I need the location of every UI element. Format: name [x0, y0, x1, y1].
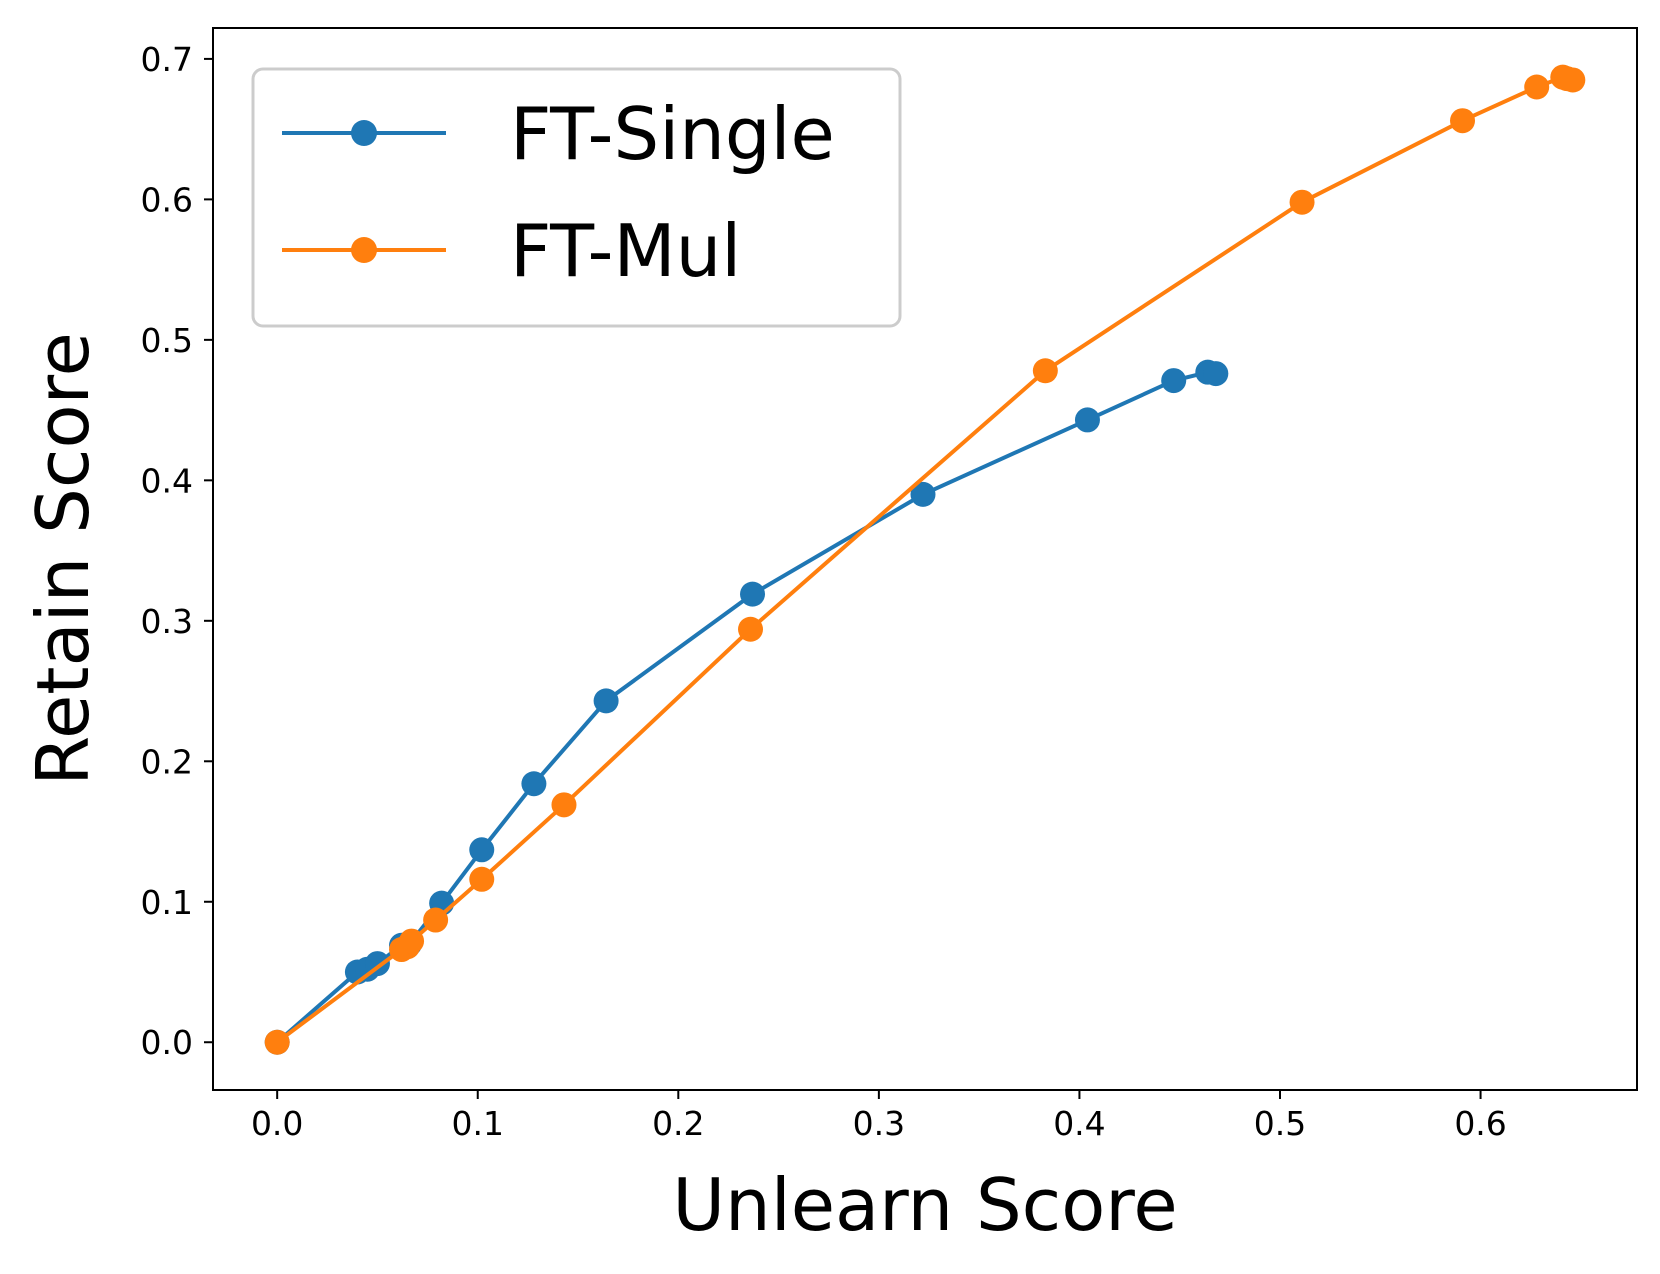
- data-point: [593, 688, 619, 714]
- x-tick-label: 0.0: [251, 1104, 303, 1143]
- data-point: [1560, 67, 1586, 93]
- x-tick-label: 0.2: [652, 1104, 704, 1143]
- x-tick-label: 0.1: [452, 1104, 504, 1143]
- y-axis-ticks: 0.0 0.1 0.2 0.3 0.4 0.5 0.6 0.7: [141, 40, 213, 1062]
- data-point: [423, 907, 449, 933]
- data-point: [1074, 407, 1100, 433]
- x-axis-ticks: 0.0 0.1 0.2 0.3 0.4 0.5 0.6: [251, 1090, 1507, 1143]
- series-ft-mul: [264, 64, 1586, 1055]
- data-point: [1161, 368, 1187, 394]
- legend-label: FT-Mul: [510, 209, 741, 293]
- data-point: [551, 792, 577, 818]
- data-point: [1289, 189, 1315, 215]
- legend-label: FT-Single: [510, 92, 835, 176]
- y-tick-label: 0.3: [141, 602, 193, 641]
- data-point: [1450, 108, 1476, 134]
- x-tick-label: 0.4: [1053, 1104, 1105, 1143]
- x-axis-label: Unlearn Score: [672, 1163, 1177, 1247]
- x-tick-label: 0.3: [853, 1104, 905, 1143]
- y-tick-label: 0.0: [141, 1023, 193, 1062]
- legend-item: FT-Single: [282, 92, 835, 176]
- data-point: [264, 1029, 290, 1055]
- data-point: [738, 616, 764, 642]
- series-layer: [264, 64, 1586, 1055]
- y-tick-label: 0.1: [141, 883, 193, 922]
- data-point: [740, 581, 766, 607]
- data-point: [469, 837, 495, 863]
- y-tick-label: 0.5: [141, 321, 193, 360]
- data-point: [469, 866, 495, 892]
- data-point: [399, 928, 425, 954]
- y-tick-label: 0.2: [141, 742, 193, 781]
- data-point: [521, 771, 547, 797]
- plot-frame: [212, 27, 1638, 1091]
- x-tick-label: 0.5: [1254, 1104, 1306, 1143]
- y-tick-label: 0.7: [141, 40, 193, 79]
- legend-item: FT-Mul: [282, 209, 741, 293]
- legend-marker-swatch: [351, 237, 377, 263]
- legend: FT-Single FT-Mul: [251, 67, 902, 328]
- data-point: [1524, 74, 1550, 100]
- data-point: [910, 481, 936, 507]
- data-point: [1032, 358, 1058, 384]
- x-tick-label: 0.6: [1454, 1104, 1506, 1143]
- y-tick-label: 0.6: [141, 180, 193, 219]
- data-point: [1203, 361, 1229, 387]
- legend-marker-swatch: [351, 120, 377, 146]
- y-tick-label: 0.4: [141, 461, 193, 500]
- y-axis-label: Retain Score: [21, 332, 105, 786]
